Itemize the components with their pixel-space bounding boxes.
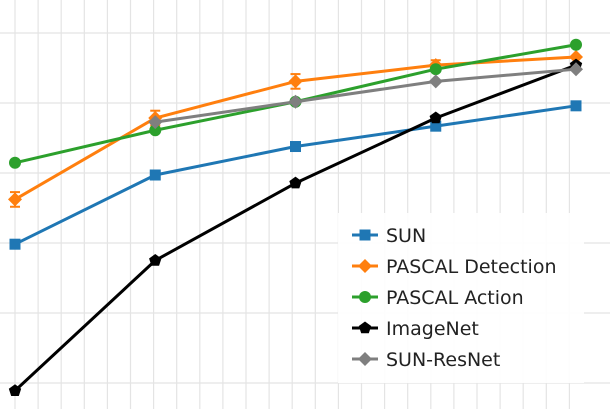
legend-label: SUN-ResNet: [386, 349, 500, 371]
legend-label: PASCAL Detection: [386, 256, 557, 278]
data-point: [8, 192, 22, 207]
series-sun-resnet: [148, 62, 583, 130]
data-point: [149, 124, 162, 137]
legend-entries: SUN PASCAL Detection PASCAL Action ImageNet…: [352, 225, 557, 371]
legend-marker: [358, 259, 372, 273]
series-sun: [9, 100, 582, 250]
data-point: [289, 176, 302, 189]
legend-entry: SUN-ResNet: [352, 349, 500, 371]
data-point: [570, 38, 582, 51]
legend-label: PASCAL Action: [386, 287, 524, 309]
data-point: [288, 74, 303, 89]
data-point: [149, 169, 161, 181]
data-point: [288, 94, 303, 109]
legend-entry: PASCAL Action: [352, 287, 524, 309]
data-point: [569, 62, 583, 77]
legend-marker: [358, 352, 372, 366]
data-point: [429, 111, 442, 124]
legend-marker: [359, 291, 371, 303]
data-point: [149, 253, 162, 266]
data-point: [8, 384, 22, 396]
legend-entry: ImageNet: [352, 318, 479, 340]
data-point: [428, 74, 443, 89]
data-point: [9, 238, 21, 250]
data-point: [570, 100, 582, 112]
legend-box: [338, 213, 584, 383]
data-point: [290, 141, 301, 153]
legend-entry: PASCAL Detection: [352, 256, 557, 278]
legend-marker: [358, 321, 372, 334]
legend-entry: SUN: [352, 225, 426, 247]
series-layer: [8, 38, 583, 396]
data-point: [430, 120, 442, 132]
data-point: [9, 156, 21, 169]
data-point: [569, 49, 583, 64]
data-point: [429, 63, 442, 76]
data-point: [148, 115, 163, 130]
legend-label: ImageNet: [386, 318, 479, 340]
legend-label: SUN: [386, 225, 426, 247]
legend-marker: [359, 229, 371, 241]
series-line: [155, 67, 577, 124]
legend: SUN PASCAL Detection PASCAL Action ImageNet…: [338, 213, 584, 383]
